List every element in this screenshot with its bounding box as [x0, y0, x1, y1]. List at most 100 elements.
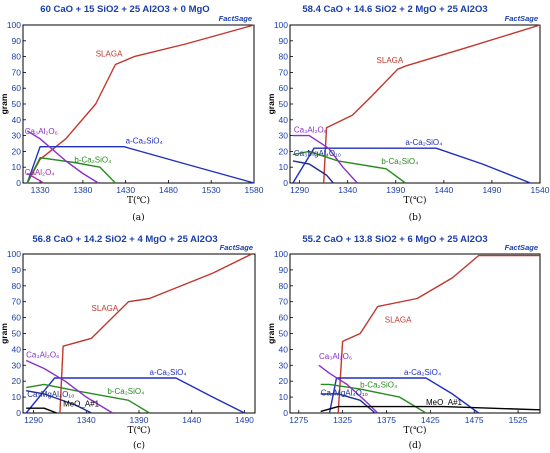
panel-caption: (b)	[409, 212, 422, 223]
phase-label: Ca₃MgAl₄O₁₀	[321, 389, 368, 398]
y-tick-label: 100	[274, 249, 288, 259]
y-tick-label: 90	[279, 36, 289, 46]
y-tick-label: 10	[279, 392, 289, 402]
y-tick-label: 20	[12, 376, 22, 386]
x-tick-label: 1475	[465, 415, 484, 425]
x-tick-label: 1290	[290, 185, 309, 195]
series-line-slaga	[59, 253, 253, 414]
x-tick-label: 1440	[182, 415, 201, 425]
y-tick-label: 80	[279, 281, 289, 291]
phase-label: a-Ca₂SiO₄	[405, 138, 442, 147]
panel-caption: (d)	[409, 440, 422, 451]
series-line-ca3al2o6	[318, 364, 379, 414]
series-line-slaga	[323, 24, 541, 184]
y-tick-label: 50	[279, 99, 289, 109]
phase-label: MeO_A#1	[63, 400, 100, 409]
x-tick-label: 1490	[235, 415, 254, 425]
y-axis-label: gram	[266, 93, 276, 114]
phase-label: Ca₃Al₂O₆	[25, 127, 58, 136]
chart-panel-2: 56.8 CaO + 14.2 SiO2 + 4 MgO + 25 Al2O3F…	[0, 234, 256, 451]
x-tick-label: 1340	[77, 415, 96, 425]
chart-title: 55.2 CaO + 13.8 SiO2 + 6 MgO + 25 Al2O3	[302, 234, 487, 245]
chart-title: 56.8 CaO + 14.2 SiO2 + 4 MgO + 25 Al2O3	[32, 234, 217, 245]
x-tick-label: 1540	[531, 185, 550, 195]
plot-area	[22, 24, 255, 184]
y-tick-label: 30	[12, 131, 22, 141]
y-tick-label: 60	[12, 83, 22, 93]
y-tick-label: 30	[279, 360, 289, 370]
chart-title: 58.4 CaO + 14.6 SiO2 + 2 MgO + 25 Al2O3	[302, 4, 487, 15]
y-tick-label: 70	[12, 67, 22, 77]
x-tick-label: 1380	[73, 185, 92, 195]
series-line-ca3al2o6	[25, 359, 113, 414]
series-line-meo-a-1	[320, 405, 541, 413]
x-tick-label: 1330	[31, 185, 50, 195]
x-tick-label: 1340	[338, 185, 357, 195]
y-tick-label: 10	[12, 392, 22, 402]
x-tick-label: 1325	[333, 415, 352, 425]
y-tick-label: 90	[12, 265, 22, 275]
phase-label: CaAl₂O₄	[25, 168, 55, 177]
y-tick-label: 0	[16, 178, 21, 188]
phase-label: Ca₃Al₂O₆	[319, 352, 352, 361]
y-tick-label: 30	[279, 131, 289, 141]
y-tick-label: 100	[7, 249, 21, 259]
y-tick-label: 80	[12, 52, 22, 62]
x-axis-label: T(℃)	[403, 425, 426, 436]
y-tick-label: 20	[279, 376, 289, 386]
series-line-ca3al2o6	[26, 130, 99, 184]
x-tick-label: 1375	[377, 415, 396, 425]
factsage-logo: FactSage	[219, 14, 252, 23]
series-line-a-ca2sio4	[328, 377, 480, 414]
y-tick-label: 50	[279, 329, 289, 339]
y-tick-label: 40	[12, 115, 22, 125]
factsage-logo: FactSage	[505, 243, 538, 252]
y-tick-label: 60	[279, 313, 289, 323]
y-tick-label: 60	[279, 83, 289, 93]
phase-label: a-Ca₂SiO₄	[126, 137, 163, 146]
y-tick-label: 70	[12, 297, 22, 307]
series-line-slaga	[337, 254, 540, 414]
y-tick-label: 80	[279, 52, 289, 62]
factsage-logo: FactSage	[505, 14, 538, 23]
plot-area	[289, 24, 541, 184]
series-line-ca3al2o6	[292, 134, 358, 184]
y-tick-label: 0	[283, 178, 288, 188]
series-line-a-ca2sio4	[292, 147, 531, 184]
phase-label: MeO_A#1	[426, 398, 463, 407]
phase-label: b-Ca₂SiO₄	[74, 155, 111, 164]
y-tick-label: 70	[279, 297, 289, 307]
chart-title: 60 CaO + 15 SiO2 + 25 Al2O3 + 0 MgO	[40, 4, 209, 15]
series-line-a-ca2sio4	[26, 145, 255, 184]
y-axis-label: gram	[266, 323, 276, 344]
x-tick-label: 1525	[509, 415, 528, 425]
x-tick-label: 1430	[116, 185, 135, 195]
phase-label: SLAGA	[385, 315, 412, 324]
y-tick-label: 100	[7, 20, 21, 30]
y-tick-label: 10	[12, 162, 22, 172]
phase-label: SLAGA	[92, 304, 119, 313]
x-axis-label: T(℃)	[403, 195, 426, 206]
phase-label: b-Ca₂SiO₄	[381, 157, 418, 166]
x-tick-label: 1490	[482, 185, 501, 195]
y-tick-label: 90	[279, 265, 289, 275]
phase-label: SLAGA	[377, 56, 404, 65]
y-tick-label: 0	[283, 408, 288, 418]
series-line-b-ca2sio4	[320, 383, 427, 414]
phase-label: Ca₃MgAl₄O₁₀	[27, 390, 74, 399]
y-tick-label: 30	[12, 360, 22, 370]
x-tick-label: 1275	[289, 415, 308, 425]
x-tick-label: 1425	[421, 415, 440, 425]
y-tick-label: 100	[274, 20, 288, 30]
y-tick-label: 0	[16, 408, 21, 418]
series-line-ca3mgal4o10	[26, 390, 92, 414]
x-axis-label: T(℃)	[127, 425, 150, 436]
chart-panel-3: 55.2 CaO + 13.8 SiO2 + 6 MgO + 25 Al2O3 F…	[266, 234, 541, 451]
series-line-meo-a-1	[26, 407, 57, 414]
series-line-slaga	[26, 24, 255, 184]
y-tick-label: 70	[279, 67, 289, 77]
y-tick-label: 90	[12, 36, 22, 46]
phase-label: a-Ca₂SiO₄	[404, 368, 441, 377]
series-line-caal2o4	[26, 172, 44, 184]
y-tick-label: 10	[279, 162, 289, 172]
